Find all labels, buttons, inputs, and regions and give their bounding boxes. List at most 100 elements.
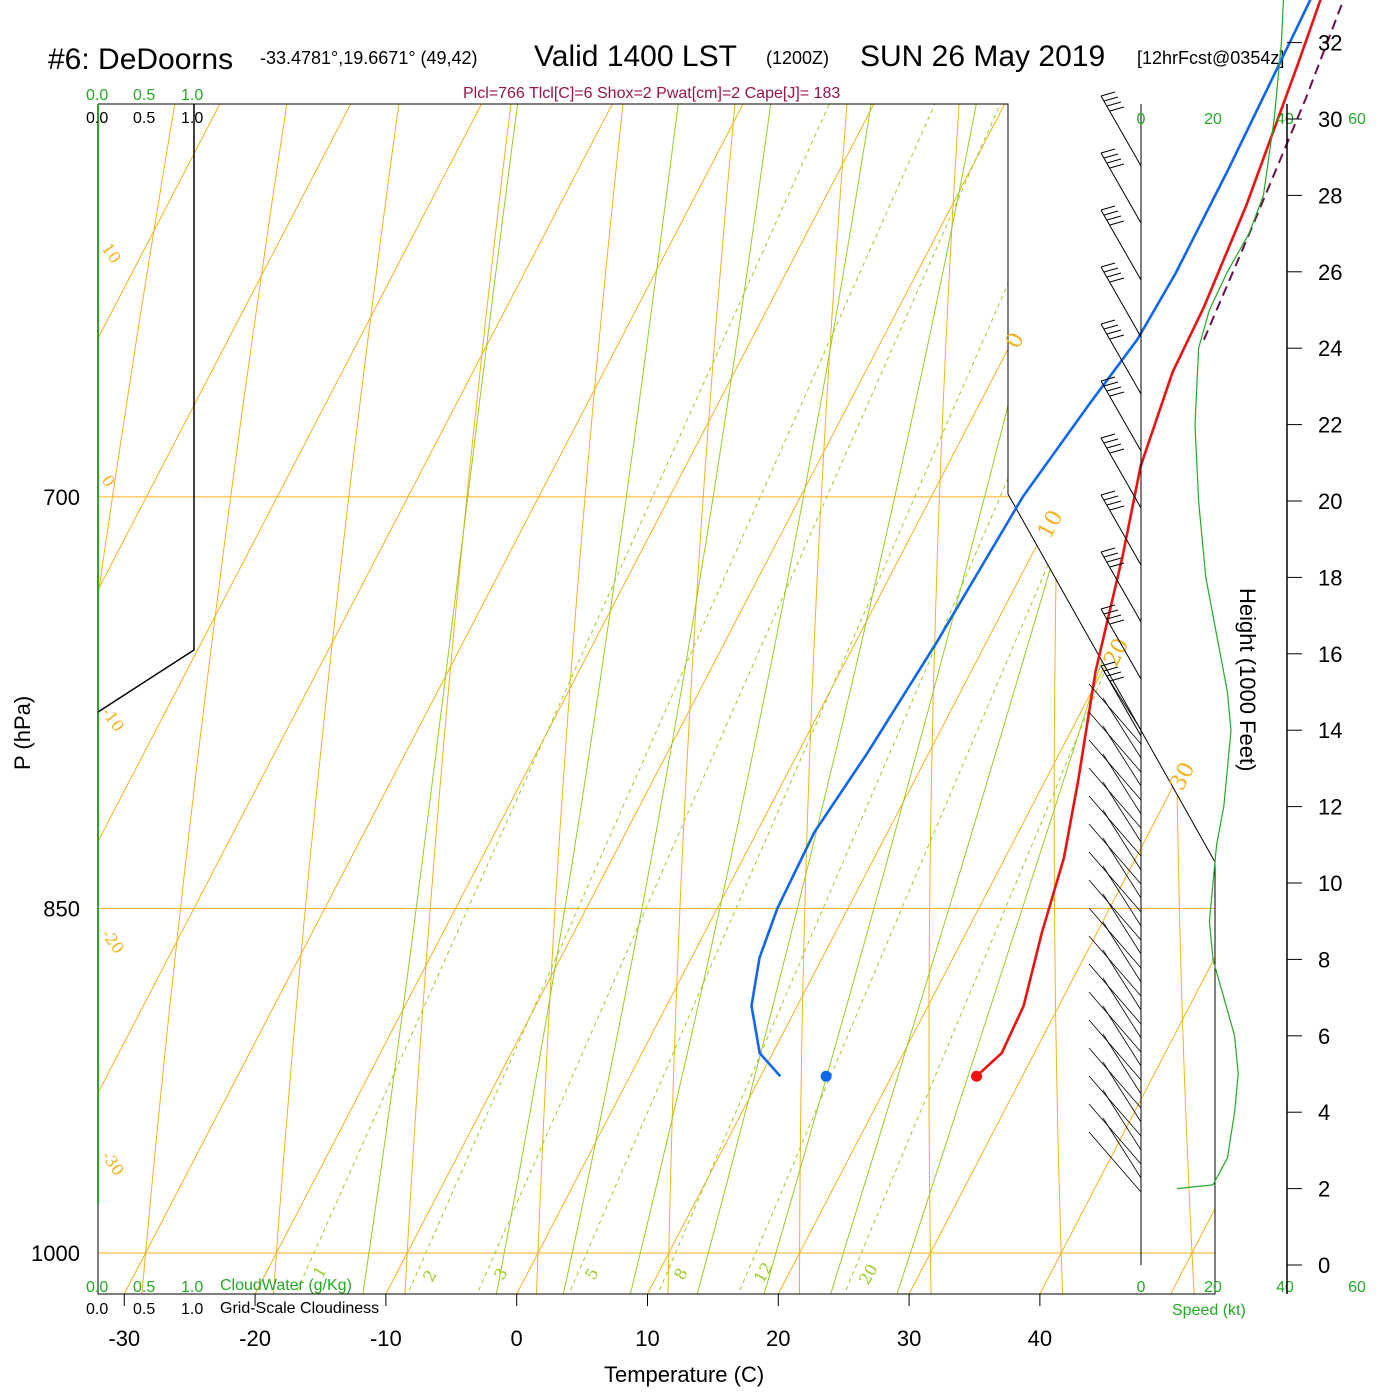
height-axis-label: Height (1000 Feet) — [1235, 588, 1260, 771]
dewpoint-line — [750, 0, 1312, 1078]
station-title: #6: DeDoorns — [48, 43, 233, 76]
wind-barb-flag — [1106, 614, 1122, 620]
cloudiness-profile — [97, 104, 195, 713]
mixing-ratio-label: 5 — [581, 1265, 603, 1283]
wind-barb-flag — [1103, 495, 1119, 501]
height-tick-label: 0 — [1318, 1253, 1330, 1278]
wind-barb-flag — [1109, 334, 1125, 340]
dry-adiabat-line — [98, 104, 568, 1294]
wind-barb-flag — [1103, 381, 1119, 387]
cloud-top-green-1: 0.5 — [133, 87, 155, 104]
wind-barb — [1102, 753, 1142, 815]
cloud-bot-black-0: 0.0 — [86, 1301, 108, 1318]
moist-adiabat-line — [352, 104, 821, 1294]
isotherm-line — [777, 104, 1215, 1294]
isotherm-line — [98, 104, 352, 1294]
wind-barb — [1100, 266, 1142, 338]
isotherm-line — [385, 104, 1006, 1294]
dry-adiabat-label: 0 — [98, 471, 119, 490]
wind-barb-flag — [1103, 666, 1119, 672]
wind-barb — [1088, 963, 1142, 1025]
wind-barb — [1102, 1061, 1142, 1123]
height-tick-label: 16 — [1318, 642, 1342, 667]
dry-adiabat-line — [666, 104, 1003, 1294]
isotherm-line — [647, 104, 1215, 1294]
height-tick-label: 24 — [1318, 336, 1342, 361]
x-tick-label: 40 — [1028, 1326, 1052, 1351]
wind-barb — [1102, 809, 1142, 871]
wind-barb-flag — [1109, 448, 1125, 454]
cloud-top-black-0: 0.0 — [86, 110, 108, 127]
height-tick-label: 12 — [1318, 795, 1342, 820]
forecast-info: [12hrFcst@0354z] — [1137, 48, 1284, 68]
pressure-tick-label: 850 — [43, 896, 80, 921]
cloud-scale-top: 0.0 0.5 1.0 0.0 0.5 1.0 — [86, 87, 203, 127]
moist-adiabat-line — [483, 104, 954, 1294]
wind-barb — [1088, 767, 1142, 829]
wind-barb-flag — [1103, 267, 1119, 273]
wind-barb — [1100, 551, 1142, 623]
isotherm-line — [123, 104, 744, 1294]
wind-barb-flag — [1106, 557, 1122, 563]
wind-barb-flag — [1109, 676, 1125, 682]
mixing-ratio-label: 8 — [670, 1265, 692, 1283]
speed-tick-top: 40 — [1276, 111, 1294, 128]
wind-barb-flag — [1106, 671, 1122, 677]
wind-barb — [1088, 711, 1142, 773]
mixing-ratio-label: 20 — [855, 1261, 882, 1288]
isotherm-line — [908, 104, 1215, 1294]
wind-barb — [1100, 323, 1142, 395]
cloud-top-black-1: 0.5 — [133, 110, 155, 127]
wind-barb-flag — [1109, 619, 1125, 625]
wind-barb-flag — [1100, 148, 1116, 154]
height-tick-label: 2 — [1318, 1177, 1330, 1202]
speed-tick-top: 0 — [1137, 111, 1146, 128]
wind-barb-flag — [1103, 609, 1119, 615]
dry-adiabat-line — [98, 104, 394, 1294]
dry-adiabat-line — [1293, 0, 1400, 1356]
height-tick-label: 14 — [1318, 718, 1342, 743]
isotherm-line — [1039, 104, 1215, 1294]
wind-barb — [1102, 781, 1142, 843]
wind-barb — [1102, 949, 1142, 1011]
dry-adiabat-line — [98, 104, 307, 1294]
wind-barb — [1100, 437, 1142, 509]
mixing-ratio-label: 3 — [490, 1265, 512, 1283]
x-tick-label: -30 — [108, 1326, 140, 1351]
isotherm-label: 10 — [1033, 506, 1068, 542]
wind-barb — [1102, 921, 1142, 983]
moist-adiabat-line — [679, 104, 1215, 1294]
stability-indices: Plcl=766 Tlcl[C]=6 Shox=2 Pwat[cm]=2 Cap… — [463, 85, 840, 102]
wind-barb-flag — [1106, 386, 1122, 392]
y-axis-label: P (hPa) — [10, 696, 35, 770]
dry-adiabat-line — [928, 104, 1177, 1294]
valid-date: SUN 26 May 2019 — [860, 40, 1105, 73]
wind-barb — [1100, 209, 1142, 281]
wind-barb — [1100, 608, 1142, 680]
wind-barb — [1088, 739, 1142, 801]
wind-barb-flag — [1109, 220, 1125, 226]
wind-barb-flag — [1100, 262, 1116, 268]
wind-barb-flag — [1100, 319, 1116, 325]
cloud-bot-green-1: 0.5 — [133, 1279, 155, 1296]
cloud-bot-black-1: 0.5 — [133, 1301, 155, 1318]
wind-barb-flag — [1106, 329, 1122, 335]
dry-adiabat-label: -30 — [98, 1147, 128, 1179]
wind-barb-flag — [1103, 210, 1119, 216]
wind-barb — [1088, 795, 1142, 857]
pressure-tick-label: 700 — [43, 485, 80, 510]
dry-adiabat-line — [268, 104, 742, 1294]
wind-barb-flag — [1103, 438, 1119, 444]
cloud-top-green-0: 0.0 — [86, 87, 108, 104]
isotherm-line — [254, 104, 875, 1294]
parcel-line — [1202, 0, 1345, 341]
cloudiness-label: Grid-Scale Cloudiness — [220, 1300, 379, 1317]
mixing-ratio-line — [541, 104, 1215, 1294]
wind-barb — [1088, 1047, 1142, 1109]
height-tick-label: 4 — [1318, 1100, 1330, 1125]
x-tick-label: 30 — [897, 1326, 921, 1351]
wind-barb-flag — [1106, 500, 1122, 506]
